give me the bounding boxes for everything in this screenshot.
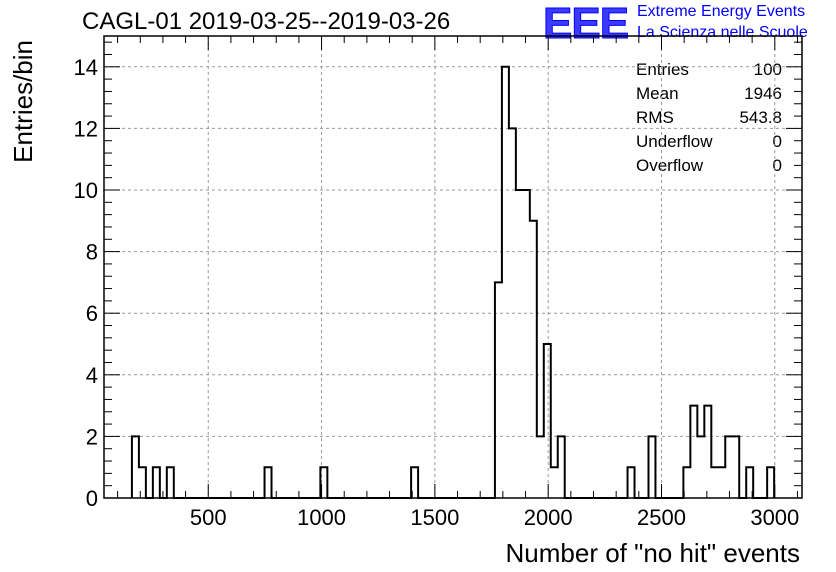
stats-value: 0 (772, 132, 782, 151)
histogram-bin (767, 467, 774, 498)
histogram-bin (530, 221, 537, 498)
histogram-bin (558, 436, 565, 498)
histogram-bin (516, 190, 523, 498)
x-axis-label: Number of "no hit" events (506, 538, 801, 568)
histogram-bin (718, 467, 725, 498)
histogram-bin (132, 436, 139, 498)
stats-value: 0 (772, 156, 782, 175)
stats-label: Mean (636, 84, 679, 103)
x-tick-label: 2000 (524, 505, 573, 530)
x-tick-label: 500 (190, 505, 227, 530)
y-tick-label: 6 (86, 301, 98, 326)
histogram-bin (628, 467, 635, 498)
stats-row-rms: RMS 543.8 (636, 106, 782, 130)
histogram-bin (711, 467, 718, 498)
chart-title: CAGL-01 2019-03-25--2019-03-26 (82, 8, 451, 35)
y-tick-label: 14 (74, 55, 98, 80)
histogram-bin (502, 67, 509, 498)
stats-label: Overflow (636, 156, 704, 175)
y-tick-label: 0 (86, 486, 98, 511)
histogram-bin (551, 467, 558, 498)
histogram-bin (153, 467, 160, 498)
histogram-bin (732, 436, 739, 498)
histogram-bin (167, 467, 174, 498)
histogram-bin (648, 436, 655, 498)
histogram-bin (697, 436, 704, 498)
histogram-bin (704, 406, 711, 498)
y-tick-label: 2 (86, 424, 98, 449)
histogram-bin (495, 282, 502, 498)
y-tick-label: 8 (86, 240, 98, 265)
histogram-outline (130, 65, 776, 499)
stats-row-underflow: Underflow 0 (636, 130, 782, 154)
histogram-bin (523, 190, 530, 498)
logo-line-1: Extreme Energy Events (637, 3, 806, 20)
histogram-bin (537, 436, 544, 498)
stats-value: 543.8 (739, 108, 782, 127)
x-tick-label: 2500 (637, 505, 686, 530)
x-tick-label: 1500 (410, 505, 459, 530)
histogram-bin (725, 436, 732, 498)
stats-row-mean: Mean 1946 (636, 82, 782, 106)
y-tick-label: 12 (74, 116, 98, 141)
stats-label: Entries (636, 60, 689, 79)
stats-box: Entries 100 Mean 1946 RMS 543.8 Underflo… (636, 58, 782, 178)
x-tick-label: 3000 (750, 505, 799, 530)
stats-value: 1946 (744, 84, 782, 103)
stats-row-overflow: Overflow 0 (636, 154, 782, 178)
y-axis-label: Entries/bin (8, 40, 38, 163)
y-tick-label: 10 (74, 178, 98, 203)
stats-label: RMS (636, 108, 674, 127)
plot-frame (103, 35, 803, 499)
stats-label: Underflow (636, 132, 713, 151)
histogram-bin (544, 344, 551, 498)
x-tick-label: 1000 (297, 505, 346, 530)
y-tick-label: 4 (86, 363, 98, 388)
histogram-bin (265, 467, 272, 498)
histogram-bin (690, 406, 697, 498)
